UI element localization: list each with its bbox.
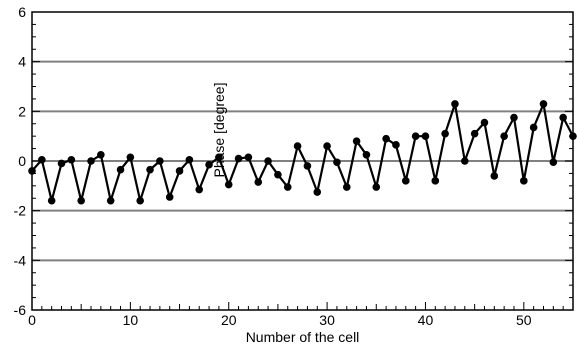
data-point	[559, 113, 567, 122]
data-point	[461, 157, 469, 165]
y-gridlines	[32, 60, 573, 262]
data-point	[195, 185, 204, 194]
data-point	[401, 177, 410, 185]
data-point	[67, 155, 76, 164]
data-point	[470, 129, 479, 138]
data-point	[274, 170, 282, 179]
data-point	[382, 134, 390, 143]
data-point	[323, 142, 331, 150]
x-axis-ticks	[31, 302, 574, 310]
y-tick-labels: -6 -4 -2 0 2 4 6	[14, 4, 27, 318]
data-point	[421, 132, 430, 140]
data-point	[539, 100, 548, 108]
data-point	[333, 158, 341, 167]
y-tick-label: -6	[14, 302, 27, 318]
x-axis-title: Number of the cell	[246, 329, 360, 345]
data-point	[510, 113, 518, 122]
x-tick-label: 30	[319, 312, 335, 328]
data-point	[569, 132, 577, 140]
data-point	[38, 155, 46, 164]
data-point	[313, 188, 322, 196]
data-point	[175, 167, 184, 175]
data-point	[224, 180, 233, 189]
data-point	[106, 196, 115, 205]
data-point	[234, 154, 243, 163]
data-point	[529, 123, 538, 132]
y-tick-label: 6	[18, 4, 26, 20]
y-axis-ticks	[32, 11, 573, 311]
data-points	[28, 100, 577, 205]
data-point	[28, 167, 36, 175]
x-tick-label: 40	[418, 312, 434, 328]
data-point	[205, 160, 213, 169]
data-point	[500, 132, 508, 140]
data-point	[549, 158, 558, 167]
y-tick-label: -4	[14, 252, 27, 268]
data-point	[352, 137, 361, 145]
y-tick-label: 2	[18, 103, 26, 119]
data-point	[362, 150, 371, 159]
data-point	[77, 196, 85, 205]
data-point	[451, 100, 459, 108]
data-point	[87, 157, 95, 165]
y-axis-title: Phase [degree]	[211, 83, 227, 178]
data-point	[283, 183, 292, 191]
data-point	[254, 178, 263, 186]
data-point	[116, 165, 125, 174]
data-point	[392, 141, 400, 149]
series-line	[31, 102, 574, 202]
data-point	[490, 172, 499, 180]
data-point	[411, 132, 420, 140]
data-point	[244, 153, 253, 162]
x-tick-label: 50	[516, 312, 532, 328]
data-point	[97, 150, 105, 159]
data-point	[293, 142, 302, 150]
data-point	[136, 196, 144, 205]
y-tick-label: 4	[18, 54, 26, 70]
data-point	[441, 129, 449, 138]
data-point	[480, 118, 489, 127]
data-point	[156, 157, 164, 165]
data-point	[342, 183, 351, 191]
data-point	[47, 196, 56, 205]
data-point	[264, 157, 272, 165]
x-tick-labels: 0 10 20 30 40 50	[28, 312, 532, 328]
data-point	[185, 155, 194, 164]
data-point	[372, 183, 381, 191]
x-tick-label: 0	[28, 312, 36, 328]
data-point	[146, 165, 154, 174]
x-tick-label: 20	[221, 312, 237, 328]
data-point	[126, 153, 135, 162]
data-point	[57, 159, 66, 168]
x-tick-label: 10	[123, 312, 139, 328]
data-point	[165, 193, 174, 201]
y-tick-label: 0	[18, 153, 26, 169]
data-point	[303, 162, 312, 170]
data-point	[431, 177, 440, 185]
data-point	[520, 177, 528, 185]
y-tick-label: -2	[14, 203, 27, 219]
data-point	[215, 153, 223, 162]
